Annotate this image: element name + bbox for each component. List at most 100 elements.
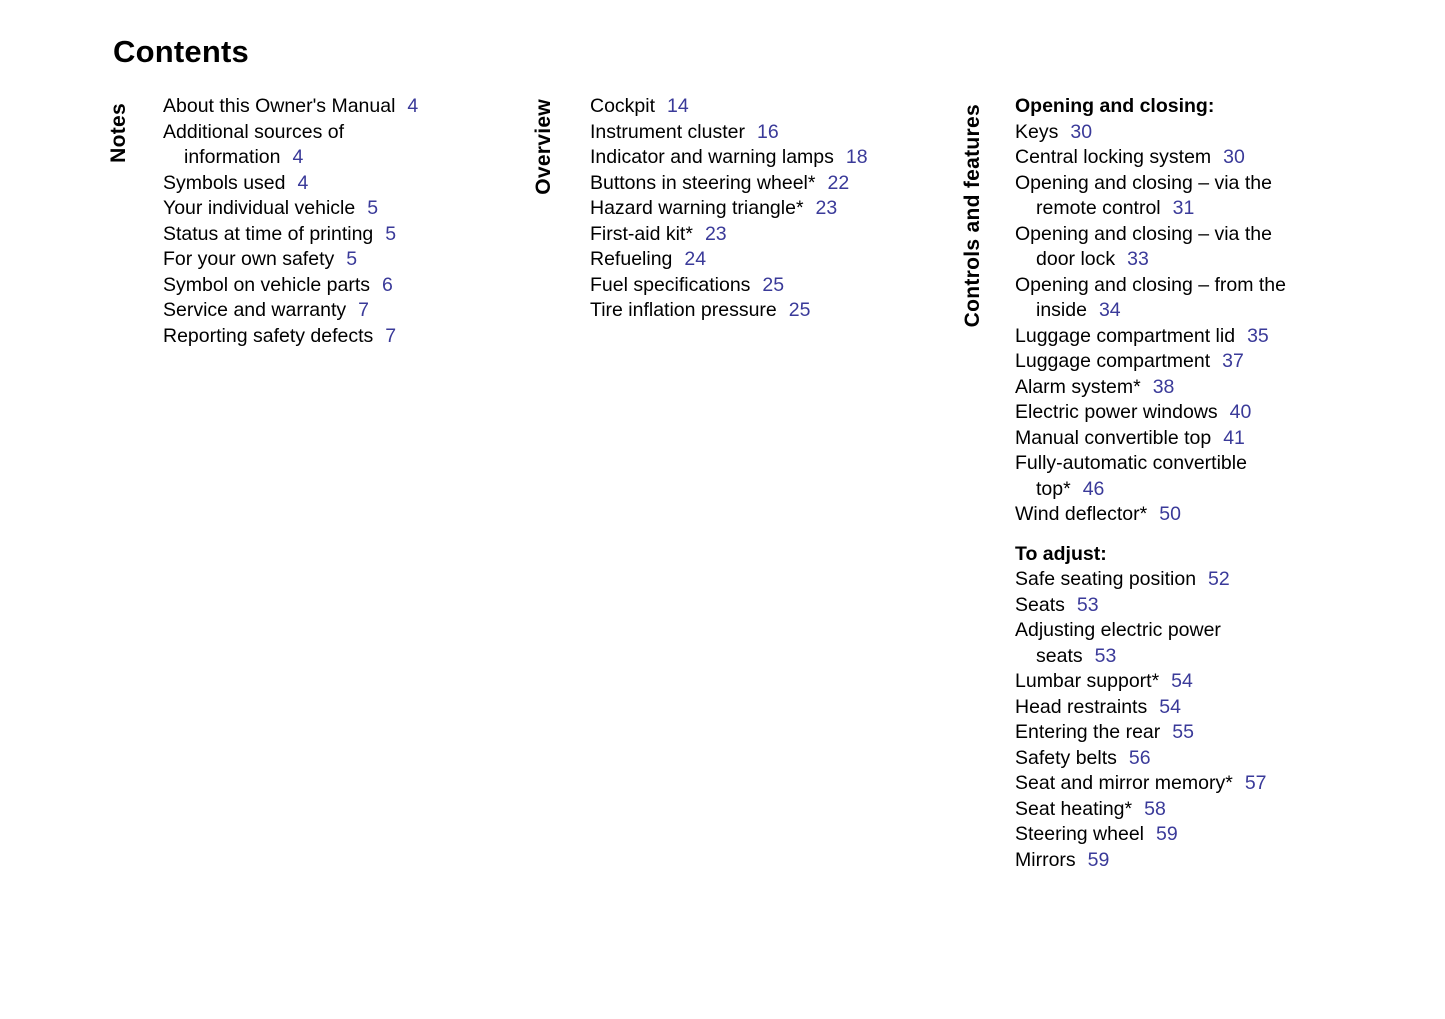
toc-entry-title: Adjusting electric power — [1015, 619, 1221, 641]
toc-entry-page-number: 41 — [1223, 426, 1245, 449]
toc-entry: Symbol on vehicle parts 6 — [163, 273, 503, 299]
toc-entry-line: Reporting safety defects 7 — [163, 324, 503, 350]
toc-entry: Cockpit 14 — [590, 94, 950, 120]
toc-entry: Opening and closing – via the door lock 33 — [1015, 222, 1365, 273]
toc-entry-line: information 4 — [163, 145, 503, 171]
toc-entry: About this Owner's Manual 4 — [163, 94, 503, 120]
toc-column-controls-and-features: Opening and closing: Keys 30 Central lockin… — [1015, 94, 1365, 873]
toc-entry-page-number: 55 — [1172, 721, 1194, 743]
toc-entry-title: First-aid kit* — [590, 222, 693, 245]
toc-entry-title: Reporting safety defects — [163, 324, 374, 347]
toc-entry-title: Alarm system* — [1015, 375, 1141, 398]
toc-column-overview: Cockpit 14 Instrument cluster 16 Indicator a… — [590, 94, 950, 324]
section-label-controls-and-features: Controls and features — [961, 104, 984, 328]
toc-entry: Luggage compartment 37 — [1015, 349, 1365, 375]
toc-entry-title: Refueling — [590, 248, 673, 270]
toc-entry: Your individual vehicle 5 — [163, 196, 503, 222]
toc-entry: Luggage compartment lid 35 — [1015, 324, 1365, 350]
toc-entry-title: For your own safety — [163, 248, 335, 270]
toc-entry-line: Seat and mirror memory* 57 — [1015, 771, 1365, 797]
toc-group: Opening and closing: Keys 30 Central lockin… — [1015, 94, 1365, 528]
toc-entry-title: Service and warranty — [163, 299, 347, 321]
toc-entry: Manual convertible top 41 — [1015, 426, 1365, 452]
toc-entry-page-number: 54 — [1159, 695, 1181, 718]
toc-entry-line: Tire inflation pressure 25 — [590, 298, 950, 324]
toc-entry-line: Refueling 24 — [590, 247, 950, 273]
toc-entry-page-number: 37 — [1222, 350, 1244, 372]
toc-entry-line: Wind deflector* 50 — [1015, 502, 1365, 528]
toc-entry-page-number: 46 — [1082, 477, 1105, 500]
toc-entry-line: Hazard warning triangle* 23 — [590, 196, 950, 222]
toc-entry-line: About this Owner's Manual 4 — [163, 94, 503, 120]
toc-column-notes: About this Owner's Manual 4 Additional sou… — [163, 94, 503, 349]
toc-entry-line: Safety belts 56 — [1015, 746, 1365, 772]
toc-entry-title: Opening and closing – via the — [1015, 171, 1272, 194]
toc-entry-title: Luggage compartment — [1015, 350, 1211, 372]
toc-entry-title: remote control — [1036, 197, 1161, 219]
toc-entry-line: Symbols used 4 — [163, 171, 503, 197]
toc-entry-page-number: 25 — [762, 273, 785, 296]
toc-entry-title: Symbols used — [163, 171, 286, 194]
toc-entry-line: Service and warranty 7 — [163, 298, 503, 324]
toc-entry: Seat heating* 58 — [1015, 797, 1365, 823]
toc-entry: Keys 30 — [1015, 120, 1365, 146]
toc-entry-line: For your own safety 5 — [163, 247, 503, 273]
toc-entry: Additional sources of information 4 — [163, 120, 503, 171]
toc-entry-page-number: 33 — [1127, 248, 1149, 270]
toc-entry-title: inside — [1036, 299, 1087, 321]
toc-entry-page-number: 25 — [788, 299, 811, 321]
toc-entry: Service and warranty 7 — [163, 298, 503, 324]
toc-entry: Adjusting electric power seats 53 — [1015, 618, 1365, 669]
toc-entry-title: Mirrors — [1015, 848, 1076, 871]
toc-entry: Safety belts 56 — [1015, 746, 1365, 772]
toc-entry-title: Fuel specifications — [590, 273, 751, 296]
toc-entry-line: Opening and closing – from the — [1015, 273, 1365, 299]
section-label-notes: Notes — [107, 103, 130, 163]
toc-entry-line: top* 46 — [1015, 477, 1365, 503]
toc-entry-page-number: 24 — [684, 248, 707, 270]
toc-entry-title: Central locking system — [1015, 146, 1212, 168]
toc-entry-page-number: 5 — [346, 248, 358, 270]
toc-entry-line: Keys 30 — [1015, 120, 1365, 146]
toc-entry: For your own safety 5 — [163, 247, 503, 273]
toc-entry-line: Adjusting electric power — [1015, 618, 1365, 644]
toc-entry-title: Seats — [1015, 593, 1065, 616]
toc-entry-page-number: 23 — [815, 197, 838, 219]
toc-entry-title: Seat heating* — [1015, 797, 1133, 820]
toc-entry-page-number: 7 — [385, 324, 397, 347]
toc-entry: Indicator and warning lamps 18 — [590, 145, 950, 171]
toc-entry-line: Luggage compartment 37 — [1015, 349, 1365, 375]
toc-entry-title: Seat and mirror memory* — [1015, 772, 1233, 794]
toc-entry-page-number: 5 — [367, 197, 379, 219]
toc-entry-page-number: 5 — [385, 222, 397, 245]
toc-entry: Instrument cluster 16 — [590, 120, 950, 146]
toc-entry-line: Head restraints 54 — [1015, 695, 1365, 721]
toc-entry: Safe seating position 52 — [1015, 567, 1365, 593]
toc-group: Cockpit 14 Instrument cluster 16 Indicator a… — [590, 94, 950, 324]
toc-entry-line: Cockpit 14 — [590, 94, 950, 120]
section-label-overview: Overview — [532, 99, 555, 195]
toc-entry-page-number: 23 — [704, 222, 727, 245]
toc-entry-line: inside 34 — [1015, 298, 1365, 324]
toc-entry-line: First-aid kit* 23 — [590, 222, 950, 248]
toc-entry-line: remote control 31 — [1015, 196, 1365, 222]
toc-entry: Fully-automatic convertible top* 46 — [1015, 451, 1365, 502]
toc-entry-title: Head restraints — [1015, 695, 1148, 718]
toc-entry-title: Wind deflector* — [1015, 503, 1148, 525]
toc-entry-line: door lock 33 — [1015, 247, 1365, 273]
toc-entry-line: Indicator and warning lamps 18 — [590, 145, 950, 171]
toc-entry-page-number: 14 — [667, 95, 689, 117]
toc-entry-title: About this Owner's Manual — [163, 95, 396, 117]
toc-entry: Central locking system 30 — [1015, 145, 1365, 171]
toc-entry: Mirrors 59 — [1015, 848, 1365, 874]
toc-entry-page-number: 22 — [827, 171, 850, 194]
toc-entry: Status at time of printing 5 — [163, 222, 503, 248]
toc-entry-page-number: 4 — [297, 171, 309, 194]
toc-entry-line: Opening and closing – via the — [1015, 222, 1365, 248]
toc-entry-title: Electric power windows — [1015, 401, 1218, 423]
toc-entry-title: Fully-automatic convertible — [1015, 452, 1247, 474]
toc-entry-page-number: 38 — [1152, 375, 1175, 398]
toc-group-heading: Opening and closing: — [1015, 95, 1215, 117]
toc-entry-page-number: 58 — [1144, 797, 1166, 820]
